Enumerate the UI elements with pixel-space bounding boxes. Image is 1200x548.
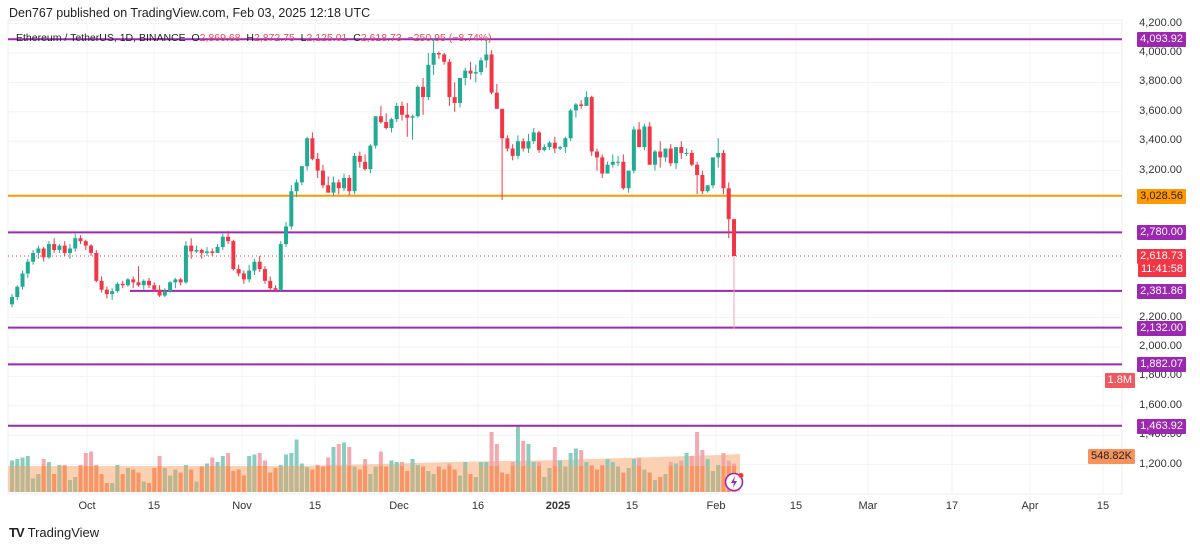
change-value: −250.95 (−8.74%) (407, 32, 492, 44)
symbol-name: Ethereum / TetherUS, 1D, BINANCE (16, 32, 186, 44)
time-tick-label: 16 (471, 500, 485, 512)
level-price-label: 3,028.56 (1137, 188, 1186, 204)
level-price-label: 4,093.92 (1137, 32, 1186, 48)
symbol-legend: Ethereum / TetherUS, 1D, BINANCE O2,869.… (16, 32, 492, 44)
time-tick-label: Apr (1021, 500, 1039, 512)
bar-countdown-label: 11:41:58 (1137, 262, 1186, 278)
time-tick-label: 15 (1096, 500, 1110, 512)
events-lightning-icon[interactable] (723, 471, 745, 498)
tradingview-logo-icon: TV (9, 525, 25, 540)
time-tick-label: Mar (858, 500, 878, 512)
price-tick-label: 4,200.00 (1139, 16, 1182, 29)
time-tick-label: 15 (308, 500, 322, 512)
close-value: 2,618.73 (360, 32, 402, 44)
price-tick-label: 3,400.00 (1139, 134, 1182, 147)
time-tick-label: 15 (789, 500, 803, 512)
price-tick-label: 3,800.00 (1139, 75, 1182, 88)
price-tick-label: 3,600.00 (1139, 104, 1182, 117)
time-tick-label: 15 (625, 500, 639, 512)
high-label: H (246, 32, 254, 44)
price-tick-label: 2,000.00 (1139, 340, 1182, 352)
low-value: 2,125.01 (306, 32, 348, 44)
publisher-caption: Den767 published on TradingView.com, Feb… (9, 6, 371, 20)
open-value: 2,869.68 (199, 32, 241, 44)
time-tick-label: Dec (389, 500, 409, 512)
volume-last-label: 1.8M (1104, 373, 1135, 388)
time-tick-label: 2025 (545, 500, 571, 512)
volume-ma-label: 548.82K (1088, 449, 1135, 464)
level-price-label: 2,132.00 (1137, 320, 1186, 336)
time-tick-label: Nov (232, 500, 252, 512)
time-tick-label: 15 (147, 500, 161, 512)
price-tick-label: 1,200.00 (1139, 457, 1182, 470)
price-tick-label: 3,200.00 (1139, 163, 1182, 176)
price-tick-label: 4,000.00 (1139, 46, 1182, 58)
close-label: C (353, 32, 361, 44)
level-price-label: 2,381.86 (1137, 283, 1186, 299)
time-tick-label: 17 (945, 500, 959, 512)
level-price-label: 1,882.07 (1137, 357, 1186, 373)
price-tick-label: 1,600.00 (1139, 398, 1182, 411)
price-tick-label: 1,800.00 (1139, 369, 1182, 382)
level-price-label: 1,463.92 (1137, 418, 1186, 434)
open-label: O (191, 32, 200, 44)
high-value: 2,872.75 (253, 32, 295, 44)
time-tick-label: Oct (78, 500, 96, 512)
brand-name: TradingView (27, 525, 100, 540)
time-tick-label: Feb (706, 500, 726, 512)
tradingview-brand[interactable]: TV TradingView (9, 525, 99, 540)
price-tick-label: 2,200.00 (1139, 310, 1182, 323)
level-price-label: 2,780.00 (1137, 225, 1186, 241)
low-label: L (300, 32, 307, 44)
last-price-label: 2,618.73 (1137, 249, 1186, 265)
